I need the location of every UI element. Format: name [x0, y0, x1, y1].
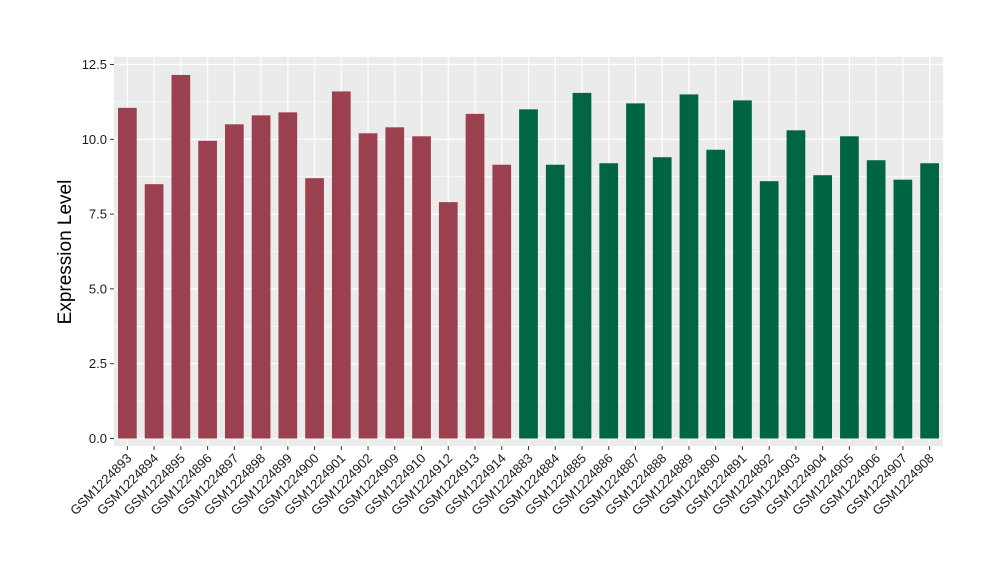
- bar: [385, 127, 405, 439]
- bar: [144, 184, 164, 439]
- bar: [786, 130, 806, 439]
- bar: [198, 140, 217, 439]
- bar: [652, 157, 672, 439]
- y-tick-label: 10.0: [82, 132, 107, 147]
- bar: [840, 136, 859, 439]
- y-axis: 0.0 2.5 5.0 7.5 10.0 12.5: [82, 57, 114, 446]
- bar: [519, 109, 538, 439]
- y-tick-label: 0.0: [89, 431, 107, 446]
- bar: [572, 92, 592, 439]
- bar: [305, 178, 324, 439]
- bar: [224, 124, 244, 439]
- bar: [545, 164, 565, 439]
- bar: [118, 107, 137, 439]
- bar: [331, 91, 351, 439]
- bar: [599, 163, 619, 439]
- bar: [465, 113, 485, 439]
- bar: [893, 179, 913, 439]
- bar: [438, 202, 458, 439]
- bar: [278, 112, 298, 439]
- bars: [118, 74, 939, 439]
- bar: [866, 160, 886, 439]
- bar: [626, 103, 645, 439]
- bar: [733, 100, 752, 439]
- y-axis-title: Expression Level: [55, 180, 76, 325]
- bar: [171, 74, 191, 439]
- y-tick-label: 2.5: [89, 356, 107, 371]
- bar: [358, 133, 378, 439]
- bar: [920, 163, 939, 439]
- y-tick-label: 5.0: [89, 281, 107, 296]
- bar: [813, 175, 833, 439]
- bar: [759, 181, 779, 439]
- y-tick-label: 7.5: [89, 207, 107, 222]
- x-axis: GSM1224893GSM1224894GSM1224895GSM1224896…: [67, 446, 937, 518]
- bar: [412, 136, 431, 439]
- bar: [679, 94, 699, 439]
- bar: [492, 164, 512, 439]
- bar: [706, 149, 726, 439]
- bar: [251, 115, 271, 439]
- y-tick-label: 12.5: [82, 57, 107, 72]
